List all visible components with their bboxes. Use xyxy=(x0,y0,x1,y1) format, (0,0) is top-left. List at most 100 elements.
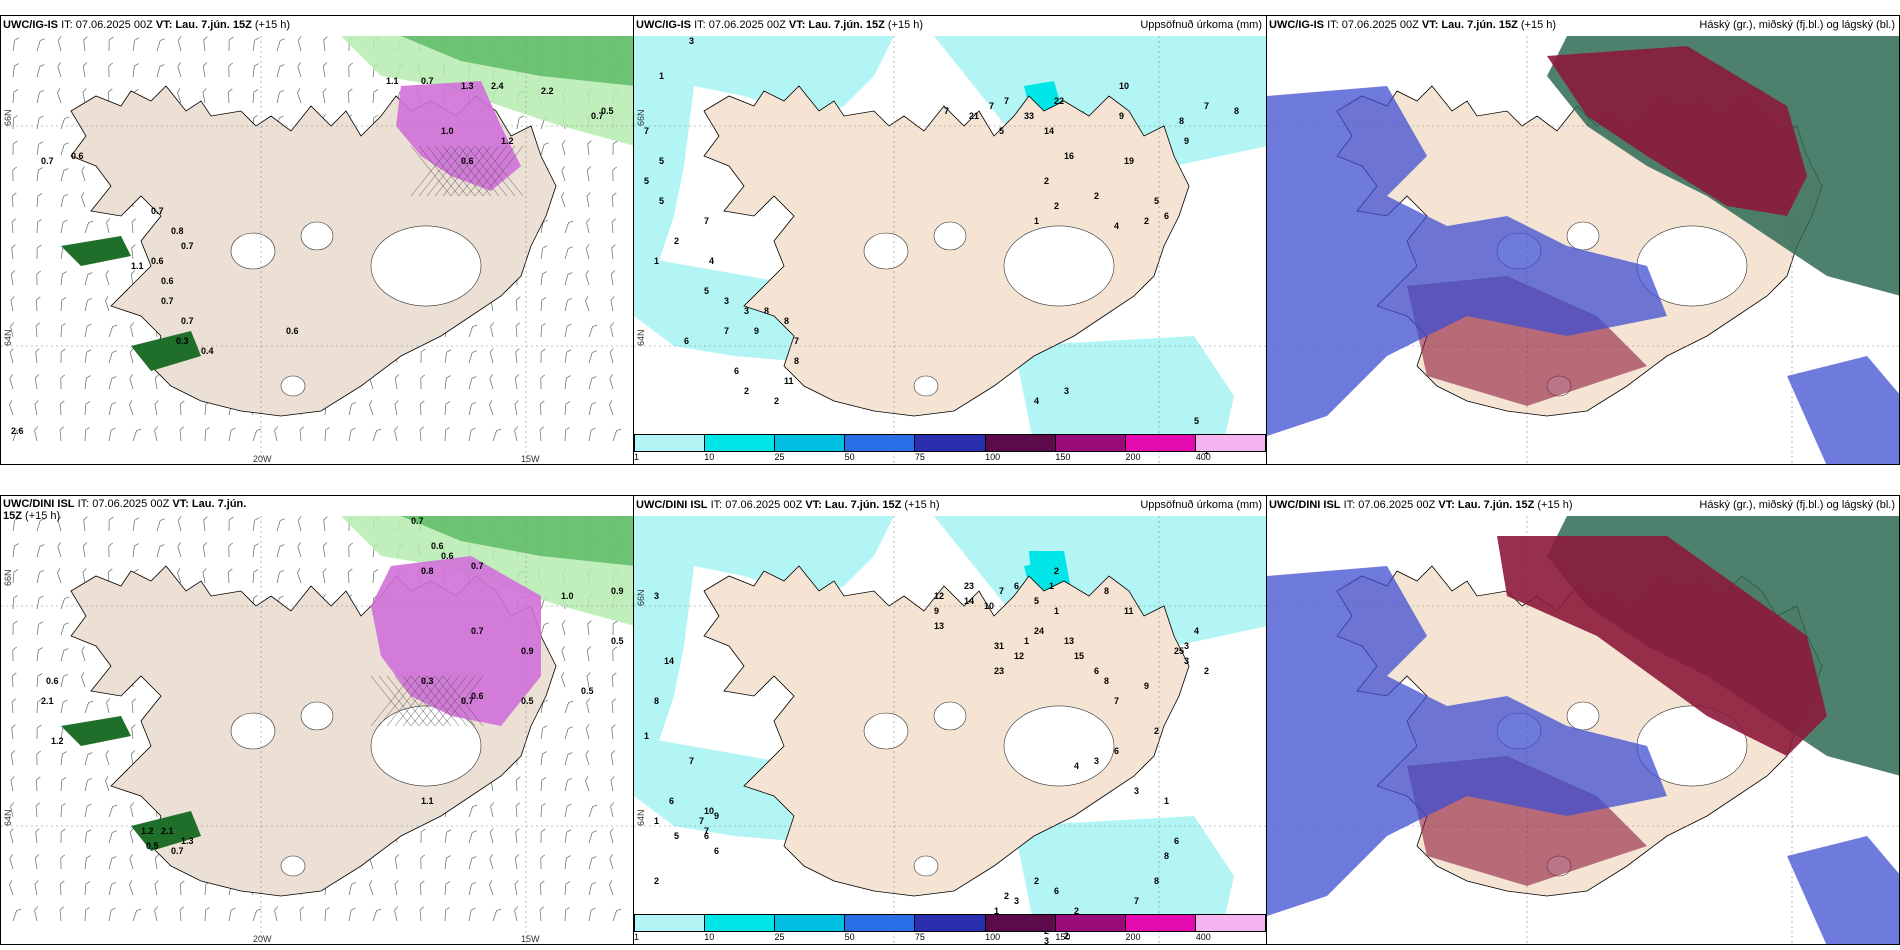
wind-value: 0.5 xyxy=(611,636,624,646)
precip-value: 1 xyxy=(659,71,665,81)
wind-value: 1.0 xyxy=(441,126,454,136)
precip-panel-igis: UWC/IG-IS IT: 07.06.2025 00Z VT: Lau. 7.… xyxy=(633,15,1267,465)
precip-value: 8 xyxy=(1154,876,1160,886)
wind-barb xyxy=(515,802,520,818)
wind-barb xyxy=(540,400,545,416)
wind-barb xyxy=(324,426,330,442)
wind-barb xyxy=(36,621,44,636)
colorbar-ticks: 1 10 25 50 75 100 150 200 400 xyxy=(634,932,1266,944)
wind-barb xyxy=(9,400,14,416)
wind-barb xyxy=(202,62,208,78)
hatch xyxy=(434,145,476,197)
wind-barb xyxy=(540,297,547,312)
precip-value: 12 xyxy=(1014,651,1025,661)
precip-value: 13 xyxy=(934,621,945,631)
wind-barb xyxy=(252,89,259,104)
colorbar-swatch xyxy=(775,914,846,932)
wind-barb xyxy=(516,296,521,312)
colorbar-tick: 75 xyxy=(914,452,925,462)
lon-label-15w: 15W xyxy=(521,934,540,944)
wind-value: 1.3 xyxy=(181,836,194,846)
wind-barb xyxy=(609,400,614,416)
panel-header: UWC/DINI ISL IT: 07.06.2025 00Z VT: Lau.… xyxy=(1267,496,1899,514)
cloud-panel-igis: UWC/IG-IS IT: 07.06.2025 00Z VT: Lau. 7.… xyxy=(1266,15,1900,465)
glacier xyxy=(1003,225,1115,307)
wind-barb xyxy=(297,36,302,52)
wind-barb xyxy=(444,881,451,896)
precip-zone xyxy=(634,736,844,841)
wind-barb xyxy=(419,906,424,922)
wind-barb xyxy=(561,140,566,156)
wind-barb xyxy=(514,426,519,442)
wind-barb xyxy=(105,270,110,286)
wind-barb xyxy=(564,272,573,286)
wind-zone-strong xyxy=(61,236,131,266)
wind-value: 0.7 xyxy=(461,696,474,706)
hatch xyxy=(434,675,476,727)
wind-barb xyxy=(36,218,42,234)
wind-barb xyxy=(564,855,571,870)
wind-barb xyxy=(105,776,110,792)
wind-barb xyxy=(60,322,66,338)
wind-barb xyxy=(108,427,116,442)
wind-barb xyxy=(60,596,70,610)
wind-barb xyxy=(10,776,15,792)
wind-barb xyxy=(420,374,425,390)
wind-barb xyxy=(610,322,615,338)
glacier xyxy=(280,375,306,397)
wind-value: 0.5 xyxy=(521,696,534,706)
colorbar-swatch xyxy=(1055,914,1126,932)
precip-value: 2 xyxy=(1074,906,1080,916)
precip-value: 4 xyxy=(1194,626,1200,636)
wind-barb xyxy=(540,142,550,156)
wind-barb xyxy=(81,646,86,662)
hatch xyxy=(426,145,468,197)
precip-value: 13 xyxy=(1064,636,1075,646)
wind-barb xyxy=(586,166,592,182)
precip-value: 5 xyxy=(659,156,665,166)
wind-value: 0.5 xyxy=(146,841,159,851)
colorbar-swatch xyxy=(845,914,916,932)
wind-barb xyxy=(276,89,285,104)
wind-barb xyxy=(12,594,18,610)
wind-barb xyxy=(12,620,18,636)
wind-barb xyxy=(252,569,259,584)
wind-barb xyxy=(540,777,547,792)
wind-barb xyxy=(228,88,233,104)
wind-value: 0.6 xyxy=(161,276,174,286)
wind-barb xyxy=(612,428,622,442)
wind-value: 0.8 xyxy=(171,226,184,236)
wind-barb xyxy=(540,219,548,234)
wind-barb xyxy=(322,62,328,78)
wind-barb xyxy=(12,192,17,208)
wind-value: 1.2 xyxy=(141,826,154,836)
wind-barb xyxy=(394,880,399,896)
precip-value: 6 xyxy=(1114,746,1120,756)
wind-barb xyxy=(612,672,617,688)
wind-barb xyxy=(60,297,67,312)
low-cloud-zone xyxy=(1787,836,1899,944)
wind-barb xyxy=(12,908,22,922)
wind-barb xyxy=(60,142,70,156)
precip-value: 1 xyxy=(994,906,1000,916)
colorbar-tick: 75 xyxy=(914,932,925,942)
wind-value: 0.7 xyxy=(41,156,54,166)
wind-barb xyxy=(348,427,356,442)
precip-value: 5 xyxy=(704,286,710,296)
precip-value: 23 xyxy=(994,666,1005,676)
wind-barb xyxy=(131,698,136,714)
wind-barb xyxy=(299,426,304,442)
wind-barb xyxy=(561,672,566,688)
panel-header: UWC/IG-IS IT: 07.06.2025 00Z VT: Lau. 7.… xyxy=(1267,16,1899,34)
wind-barb xyxy=(130,322,135,338)
wind-barb xyxy=(564,700,574,714)
hatch xyxy=(386,675,428,727)
glacier xyxy=(230,712,276,750)
wind-barb xyxy=(610,802,615,818)
model-name: UWC/DINI ISL xyxy=(1269,499,1341,511)
wind-barb xyxy=(369,400,374,416)
wind-barb xyxy=(82,62,88,78)
hatch xyxy=(482,145,524,197)
wind-barb xyxy=(204,426,210,442)
wind-barb xyxy=(564,906,570,922)
